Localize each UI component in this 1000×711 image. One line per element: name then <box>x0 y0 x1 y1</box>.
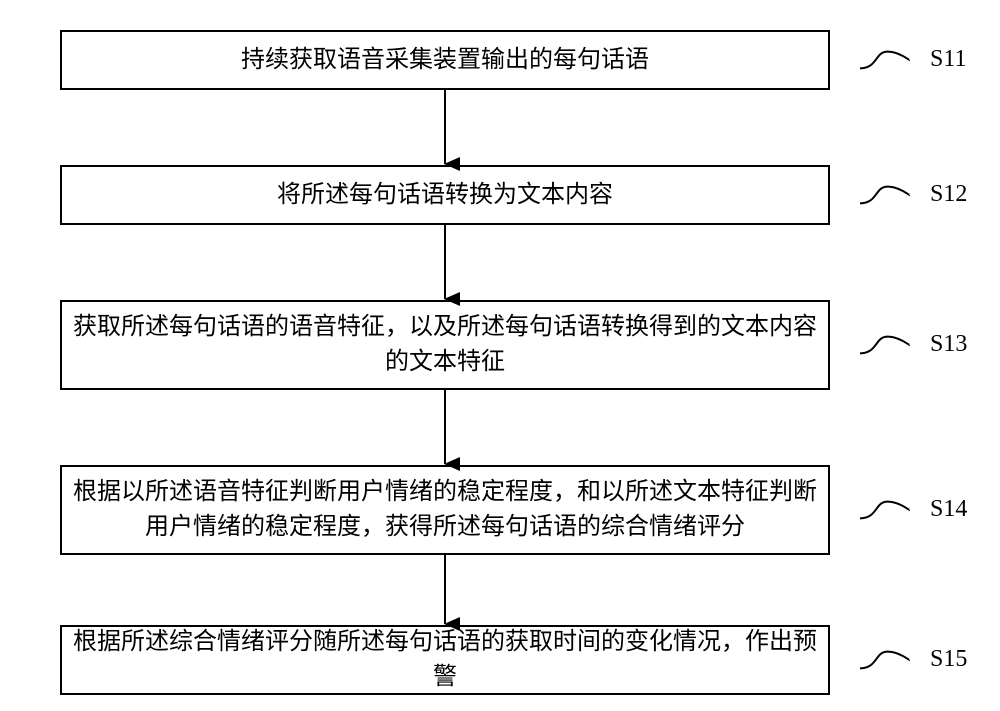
flow-node-s15: 根据所述综合情绪评分随所述每句话语的获取时间的变化情况，作出预警 <box>60 625 830 695</box>
brace-s15 <box>860 648 910 672</box>
step-label-s14: S14 <box>930 496 967 523</box>
step-label-s11: S11 <box>930 46 966 73</box>
flow-node-s12: 将所述每句话语转换为文本内容 <box>60 165 830 225</box>
brace-s13 <box>860 333 910 357</box>
step-label-s15: S15 <box>930 646 967 673</box>
flow-node-text: 持续获取语音采集装置输出的每句话语 <box>241 43 649 78</box>
flow-node-s11: 持续获取语音采集装置输出的每句话语 <box>60 30 830 90</box>
flow-node-text: 将所述每句话语转换为文本内容 <box>277 178 613 213</box>
flow-node-s13: 获取所述每句话语的语音特征，以及所述每句话语转换得到的文本内容的文本特征 <box>60 300 830 390</box>
brace-s11 <box>860 48 910 72</box>
flowchart-canvas: 持续获取语音采集装置输出的每句话语 S11 将所述每句话语转换为文本内容 S12 获取所… <box>0 0 1000 711</box>
brace-s12 <box>860 183 910 207</box>
step-label-s12: S12 <box>930 181 967 208</box>
flow-node-s14: 根据以所述语音特征判断用户情绪的稳定程度，和以所述文本特征判断用户情绪的稳定程度… <box>60 465 830 555</box>
brace-s14 <box>860 498 910 522</box>
step-label-s13: S13 <box>930 331 967 358</box>
flow-node-text: 根据以所述语音特征判断用户情绪的稳定程度，和以所述文本特征判断用户情绪的稳定程度… <box>72 475 818 545</box>
flow-node-text: 获取所述每句话语的语音特征，以及所述每句话语转换得到的文本内容的文本特征 <box>72 310 818 380</box>
flow-node-text: 根据所述综合情绪评分随所述每句话语的获取时间的变化情况，作出预警 <box>72 625 818 695</box>
